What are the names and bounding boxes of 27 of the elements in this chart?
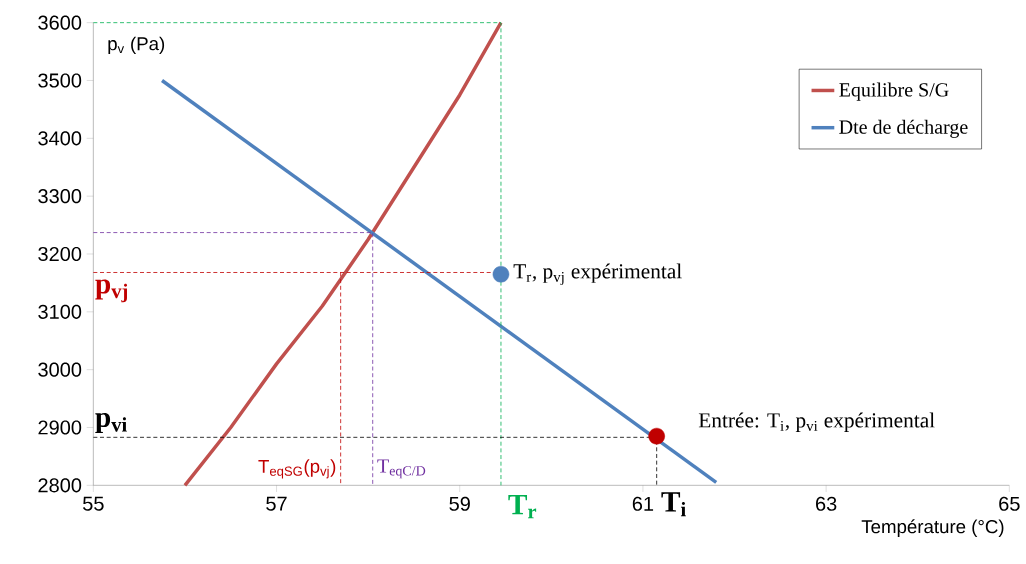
y-tick-label: 3500 xyxy=(38,73,82,88)
annotation: Entrée: T$_{i}$, p$_{vi}$ expérimental xyxy=(698,412,935,432)
x-tick-label: 59 xyxy=(449,496,470,511)
annotation: T$_{r}$, p$_{vj}$ expérimental xyxy=(513,263,682,285)
legend-label: Equilibre S/G xyxy=(839,82,949,101)
y-tick-label: 3600 xyxy=(38,15,82,30)
annotation: p$_{vj}$ xyxy=(95,279,128,303)
annotation: T$_{r}$ xyxy=(508,494,537,519)
x-tick-label: 63 xyxy=(816,496,837,511)
y-tick-label: 3000 xyxy=(38,362,82,377)
y-axis-title: p$_{v}$ (Pa) xyxy=(108,36,165,55)
y-tick-label: 3100 xyxy=(38,304,82,319)
y-tick-label: 3200 xyxy=(38,246,82,262)
annotation: p$_{vi}$ xyxy=(95,412,127,434)
x-axis-title: Température (°C) xyxy=(861,519,1004,537)
y-tick-label: 2900 xyxy=(38,420,82,435)
y-tick-label: 2800 xyxy=(38,478,82,493)
y-tick-label: 3300 xyxy=(38,189,82,204)
y-tick-label: 3400 xyxy=(38,131,82,146)
x-tick-label: 65 xyxy=(999,496,1020,511)
x-tick-label: 57 xyxy=(266,496,287,511)
x-tick-label: 61 xyxy=(632,496,654,511)
annotation: T$_{i}$ xyxy=(661,492,686,517)
annotation: T$_{eqC/D}$ xyxy=(377,459,426,479)
annotation: T$_{eqSG}$(p$_{vj}$) xyxy=(258,459,336,479)
x-tick-label: 55 xyxy=(83,496,104,511)
legend-label: Dte de décharge xyxy=(839,119,968,138)
